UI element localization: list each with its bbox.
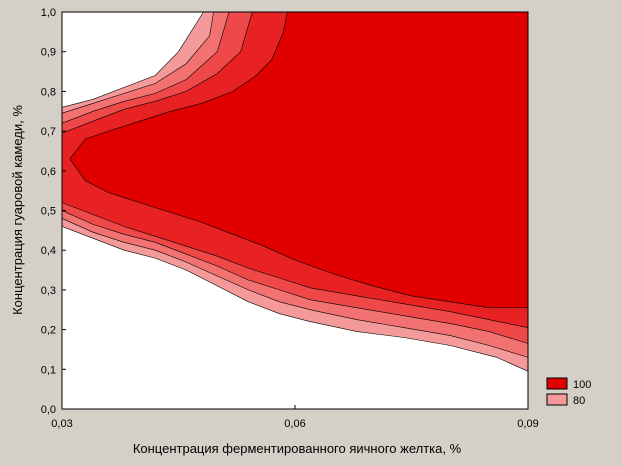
y-tick-label: 0,8 bbox=[41, 86, 56, 98]
legend-label: 100 bbox=[573, 379, 591, 391]
legend-swatch bbox=[546, 393, 568, 406]
y-tick-label: 0,3 bbox=[41, 285, 56, 297]
contour-levels bbox=[61, 11, 529, 372]
y-axis-label: Концентрация гуаровой камеди, % bbox=[10, 105, 25, 315]
y-tick-label: 0,7 bbox=[41, 126, 56, 138]
legend-swatch bbox=[546, 377, 568, 390]
y-tick-label: 0,6 bbox=[41, 166, 56, 178]
x-tick-label: 0,06 bbox=[284, 418, 305, 430]
x-axis-label: Концентрация ферментированного яичного ж… bbox=[133, 441, 462, 456]
legend-label: 80 bbox=[573, 395, 585, 407]
y-tick-label: 0,2 bbox=[41, 325, 56, 337]
y-tick-label: 0,1 bbox=[41, 364, 56, 376]
y-tick-label: 0,0 bbox=[41, 404, 56, 416]
x-tick-label: 0,03 bbox=[51, 418, 72, 430]
x-tick-label: 0,09 bbox=[517, 418, 538, 430]
y-axis-ticks: 0,0 0,1 0,2 0,3 0,4 0,5 0,6 0,7 0,8 0,9 1,0 bbox=[41, 7, 66, 416]
y-tick-label: 0,5 bbox=[41, 206, 56, 218]
contour-level-4 bbox=[69, 11, 529, 309]
y-tick-label: 0,9 bbox=[41, 47, 56, 59]
y-tick-label: 0,4 bbox=[41, 245, 56, 257]
y-tick-label: 1,0 bbox=[41, 7, 56, 19]
x-axis-ticks: 0,03 0,06 0,09 bbox=[51, 405, 539, 430]
